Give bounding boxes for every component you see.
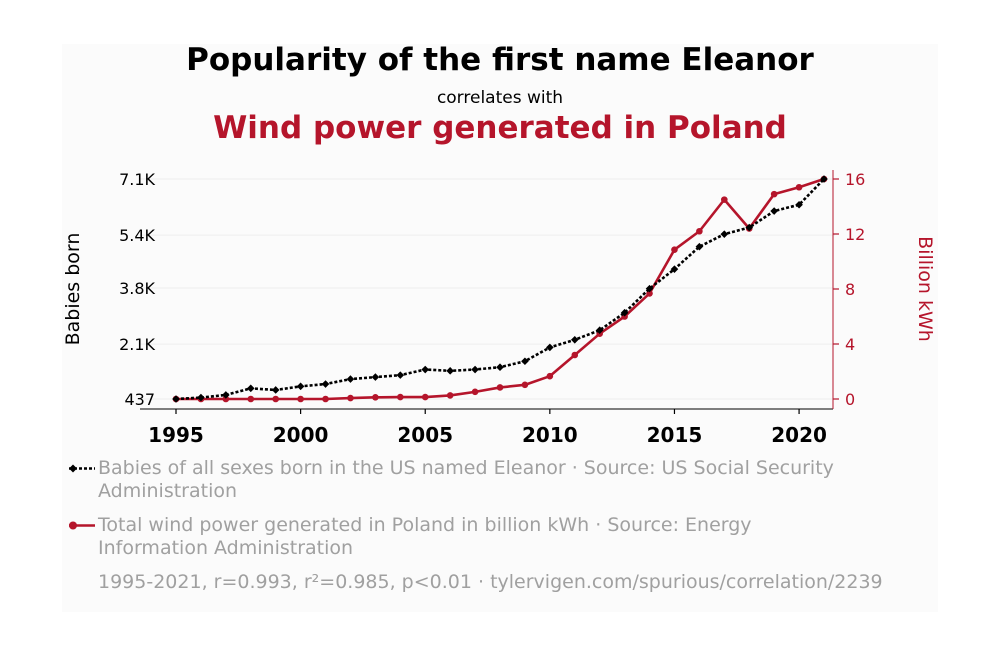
left-tick-label: 5.4K xyxy=(119,226,155,245)
data-point-wind-power xyxy=(571,351,579,359)
data-point-wind-power xyxy=(272,395,279,403)
data-point-eleanor xyxy=(745,223,754,232)
data-point-eleanor xyxy=(670,265,679,273)
legend-item-wind-power: Total wind power generated in Poland in … xyxy=(66,514,856,564)
data-point-wind-power xyxy=(671,246,678,253)
legend-text-eleanor: Babies of all sexes born in the US named… xyxy=(98,457,834,502)
data-point-eleanor xyxy=(570,335,579,344)
series-eleanor xyxy=(172,175,828,403)
data-point-wind-power xyxy=(770,190,778,198)
right-tick-label: 12 xyxy=(845,225,865,244)
data-point-wind-power xyxy=(222,395,230,403)
data-point-wind-power xyxy=(397,393,404,401)
right-tick-label: 8 xyxy=(845,280,855,299)
left-tick-label: 437 xyxy=(124,390,155,409)
data-point-eleanor xyxy=(222,391,230,399)
data-point-eleanor xyxy=(321,380,330,388)
series-wind-power xyxy=(172,175,828,403)
data-point-eleanor xyxy=(820,175,828,183)
left-tick-label: 3.8K xyxy=(119,279,155,298)
data-point-wind-power xyxy=(247,395,255,403)
legend-swatch-solid-circle xyxy=(69,521,95,530)
right-tick-label: 0 xyxy=(845,390,855,409)
data-point-eleanor xyxy=(496,363,504,372)
chart-title: Popularity of the first name Eleanor xyxy=(186,42,814,78)
data-point-eleanor xyxy=(421,365,430,374)
left-tick-label: 2.1K xyxy=(119,335,155,354)
x-tick-label: 2005 xyxy=(397,423,453,447)
x-tick-label: 2015 xyxy=(647,423,703,447)
second-series-title: Wind power generated in Poland xyxy=(213,110,787,146)
gridlines xyxy=(140,178,835,400)
x-tick-label: 2010 xyxy=(522,423,578,447)
data-point-eleanor xyxy=(371,373,380,381)
x-tick-label: 2000 xyxy=(273,423,329,447)
legend-swatch-dotted-diamond xyxy=(69,464,95,473)
data-point-eleanor xyxy=(720,230,729,238)
data-point-wind-power xyxy=(696,227,703,235)
data-point-eleanor xyxy=(197,393,205,402)
correlates-with-label: correlates with xyxy=(436,88,564,108)
data-point-wind-power xyxy=(721,196,728,203)
chart-panel xyxy=(62,44,938,612)
right-axis-label: Billion kWh xyxy=(914,236,936,342)
data-point-wind-power xyxy=(421,393,429,401)
data-point-eleanor xyxy=(595,326,604,335)
data-point-eleanor xyxy=(446,367,454,375)
axes: 437 2.1K 3.8K 5.4K 7.1K 0 4 8 12 16 1995 2000 2005 20… xyxy=(119,170,865,447)
x-tick-label: 2020 xyxy=(771,423,827,447)
data-point-eleanor xyxy=(396,371,405,379)
data-point-wind-power xyxy=(297,395,304,403)
data-point-wind-power xyxy=(471,388,479,396)
correlation-stats: 1995-2021, r=0.993, r²=0.985, p<0.01 · t… xyxy=(98,571,883,593)
x-tick-label: 1995 xyxy=(148,423,204,447)
right-tick-label: 4 xyxy=(845,335,855,354)
data-point-eleanor xyxy=(346,375,355,383)
data-point-wind-power xyxy=(347,394,354,402)
data-point-wind-power xyxy=(372,394,379,401)
right-tick-label: 16 xyxy=(845,170,865,189)
legend-text-wind-power: Total wind power generated in Poland in … xyxy=(98,514,752,559)
left-tick-label: 7.1K xyxy=(119,170,155,189)
data-point-eleanor xyxy=(172,395,180,403)
data-point-eleanor xyxy=(695,242,704,251)
data-point-wind-power xyxy=(496,384,504,391)
data-point-eleanor xyxy=(546,343,554,352)
data-point-eleanor xyxy=(620,308,629,317)
data-point-eleanor xyxy=(296,382,305,391)
data-point-wind-power xyxy=(322,395,329,403)
data-point-wind-power xyxy=(521,381,529,389)
legend-item-eleanor: Babies of all sexes born in the US named… xyxy=(66,457,856,507)
data-point-eleanor xyxy=(521,357,529,366)
data-point-eleanor xyxy=(246,384,255,393)
data-point-wind-power xyxy=(795,183,803,191)
data-point-wind-power xyxy=(546,372,554,380)
data-point-eleanor xyxy=(795,200,803,209)
data-point-wind-power xyxy=(446,392,454,399)
data-point-eleanor xyxy=(471,365,479,374)
left-axis-label: Babies born xyxy=(62,233,84,346)
data-point-eleanor xyxy=(770,207,778,215)
data-point-eleanor xyxy=(645,284,654,293)
data-point-eleanor xyxy=(271,386,280,394)
